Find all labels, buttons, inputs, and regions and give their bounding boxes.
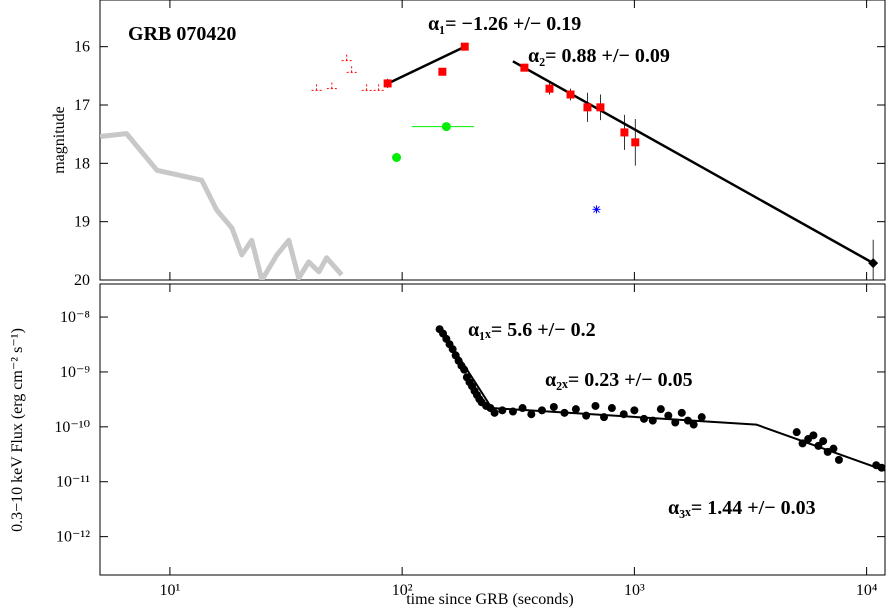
marker xyxy=(677,408,686,417)
marker xyxy=(809,431,818,440)
y-axis-label: 0.3−10 keV Flux (erg cm⁻² s⁻¹) xyxy=(9,328,26,532)
marker xyxy=(373,83,384,91)
x-tick-label: 10³ xyxy=(624,582,645,599)
marker xyxy=(631,138,640,147)
series-line xyxy=(100,131,344,280)
y-tick-label: 10⁻¹⁰ xyxy=(54,419,90,436)
marker xyxy=(689,420,698,429)
marker xyxy=(671,418,680,427)
y-axis-label: magnitude xyxy=(51,106,68,174)
y-tick-label: 10⁻¹² xyxy=(56,529,90,546)
marker xyxy=(877,463,885,472)
x-tick-label: 10¹ xyxy=(160,582,181,599)
plot-frame xyxy=(99,283,886,576)
marker xyxy=(498,406,507,415)
marker xyxy=(697,413,706,422)
y-tick-label: 20 xyxy=(74,272,90,289)
marker xyxy=(619,410,628,419)
x-axis-label: time since GRB (seconds) xyxy=(406,591,574,608)
x-tick-label: 10² xyxy=(392,582,413,599)
marker xyxy=(361,83,372,91)
marker xyxy=(582,411,591,420)
marker xyxy=(798,439,807,448)
marker xyxy=(583,103,592,112)
annotation: α₁ₓ= 5.6 +/− 0.2 xyxy=(468,319,596,341)
marker xyxy=(311,83,322,91)
marker xyxy=(392,153,402,162)
marker xyxy=(346,65,357,73)
marker xyxy=(591,401,600,410)
marker xyxy=(490,408,499,417)
y-tick-label: 17 xyxy=(74,97,90,114)
marker xyxy=(829,444,838,453)
marker xyxy=(326,81,337,90)
marker xyxy=(683,416,692,425)
marker xyxy=(592,205,601,214)
marker xyxy=(607,404,616,413)
chart-title: GRB 070420 xyxy=(128,23,236,45)
marker xyxy=(792,428,801,437)
marker xyxy=(664,411,673,420)
marker xyxy=(549,402,558,411)
plot-frame xyxy=(99,0,886,281)
marker xyxy=(518,404,527,413)
marker xyxy=(596,103,605,112)
marker xyxy=(545,84,554,93)
marker xyxy=(341,53,352,62)
marker xyxy=(438,67,447,76)
marker xyxy=(566,90,575,99)
plot-area xyxy=(435,325,885,472)
marker xyxy=(834,455,843,464)
marker xyxy=(441,122,451,132)
y-tick-label: 16 xyxy=(74,39,90,56)
y-tick-label: 10⁻⁹ xyxy=(60,364,90,381)
marker xyxy=(460,42,469,51)
marker xyxy=(656,405,665,414)
marker xyxy=(460,365,469,374)
annotation: α₃ₓ= 1.44 +/− 0.03 xyxy=(668,497,816,519)
marker xyxy=(648,416,657,425)
marker xyxy=(560,408,569,417)
y-tick-label: 19 xyxy=(74,214,90,231)
annotation: α₂= 0.88 +/− 0.09 xyxy=(528,45,670,67)
annotation: α₁= −1.26 +/− 0.19 xyxy=(428,13,581,35)
marker xyxy=(537,406,546,415)
series-line xyxy=(387,45,466,85)
marker xyxy=(520,63,529,72)
y-tick-label: 18 xyxy=(74,155,90,172)
marker xyxy=(630,406,639,415)
marker xyxy=(448,345,457,354)
marker xyxy=(868,258,879,269)
y-tick-label: 10⁻⁸ xyxy=(60,309,90,326)
marker xyxy=(571,405,580,414)
marker xyxy=(639,414,648,423)
marker xyxy=(383,79,392,88)
marker xyxy=(527,410,536,419)
plot-area xyxy=(100,42,879,280)
marker xyxy=(819,437,828,446)
marker xyxy=(600,413,609,422)
x-tick-label: 10⁴ xyxy=(856,582,878,599)
marker xyxy=(620,128,629,137)
marker xyxy=(508,407,517,416)
y-tick-label: 10⁻¹¹ xyxy=(56,474,90,491)
annotation: α₂ₓ= 0.23 +/− 0.05 xyxy=(545,369,693,391)
